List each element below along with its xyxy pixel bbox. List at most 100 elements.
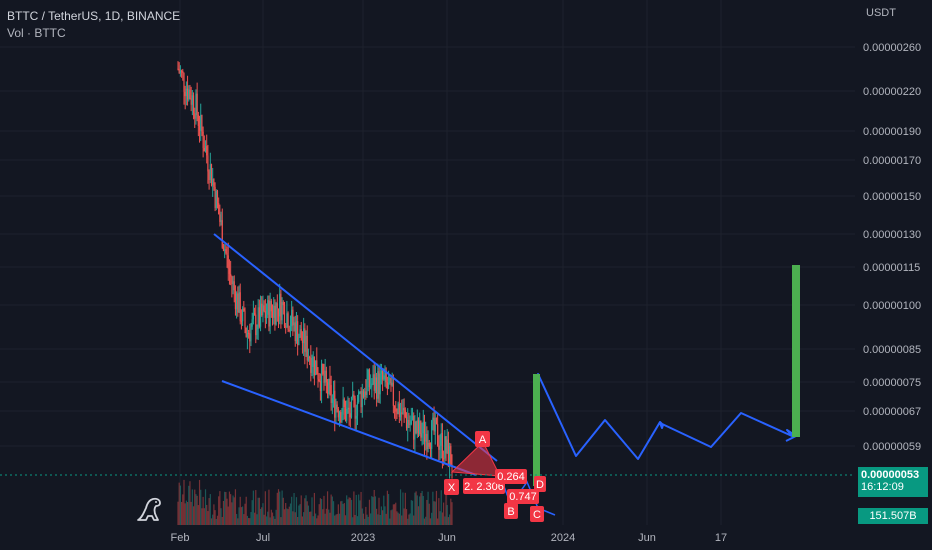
candle-body	[347, 407, 349, 410]
wedge-lower-trendline[interactable]	[221, 380, 477, 476]
volume-bar	[271, 512, 274, 525]
volume-bar	[354, 514, 356, 525]
candle-body	[276, 303, 278, 309]
label-x: X	[448, 482, 456, 494]
projection-zigzag[interactable]	[537, 373, 797, 486]
price-axis[interactable]: 0.00000260 0.00000220 0.00000190 0.00000170…	[863, 42, 921, 453]
volume-bar	[364, 518, 366, 525]
volume-bar	[318, 504, 320, 525]
volume-bar	[425, 516, 427, 525]
candle-body	[415, 421, 417, 433]
candle-body	[222, 247, 225, 251]
candle-body	[234, 290, 237, 310]
candle-body	[447, 439, 450, 466]
candle-body	[208, 171, 210, 181]
volume-bar	[413, 515, 415, 525]
candle-body	[313, 356, 316, 376]
volume-bar	[270, 509, 272, 525]
candle-body	[396, 411, 398, 415]
volume-bar	[242, 506, 244, 525]
volume-bar	[365, 506, 367, 525]
candle-body	[405, 416, 408, 429]
candle-body	[267, 300, 269, 315]
volume-bar	[280, 517, 282, 525]
volume-bar	[447, 517, 450, 525]
last-price-tag: 0.00000053 16:12:09	[858, 467, 928, 497]
volume-bar	[311, 497, 313, 525]
candle-body	[238, 292, 240, 313]
candle-body	[445, 436, 447, 454]
candle-body	[259, 303, 262, 327]
candle-body	[243, 308, 245, 311]
candle-body	[212, 178, 214, 186]
candle-body	[366, 379, 368, 395]
volume-bar	[377, 514, 379, 525]
volume-bar	[221, 516, 223, 525]
volume-legend[interactable]: Vol · BTTC	[7, 26, 66, 40]
volume-bar	[247, 518, 250, 525]
candle-body	[440, 433, 442, 446]
candle-body	[322, 363, 324, 374]
candle-body	[271, 311, 274, 318]
volume-bar	[219, 491, 221, 525]
volume-bar	[401, 515, 403, 525]
candle-body	[188, 89, 190, 100]
time-tick-label: 2024	[551, 532, 575, 544]
target-bar-2[interactable]	[792, 265, 800, 437]
label-b-box	[504, 503, 518, 519]
volume-bar	[384, 506, 386, 525]
volume-bar	[295, 497, 298, 525]
volume-bar	[273, 516, 275, 525]
candle-body	[417, 420, 420, 434]
volume-bar	[213, 504, 215, 525]
candle-body	[202, 131, 204, 148]
volume-bar	[328, 509, 330, 525]
candle-body	[263, 305, 265, 312]
candle-body	[262, 305, 264, 316]
candle-body	[398, 403, 400, 418]
target-bar-1[interactable]	[533, 374, 540, 486]
volume-bar	[397, 512, 399, 525]
symbol-title[interactable]: BTTC / TetherUS, 1D, BINANCE	[7, 9, 181, 23]
volume-bar	[250, 512, 252, 525]
volume-bar	[450, 498, 452, 525]
wedge-upper-trendline[interactable]	[213, 233, 498, 462]
candle-body	[370, 386, 372, 388]
candle-body	[201, 114, 203, 132]
volume-bar	[355, 494, 357, 525]
candle-body	[206, 146, 208, 156]
volume-bar	[410, 500, 412, 525]
harmonic-xab-triangle[interactable]	[450, 441, 501, 477]
volume-bar	[385, 513, 387, 525]
volume-bar	[383, 495, 385, 525]
time-tick-label: Jul	[256, 532, 270, 544]
candle-body	[182, 71, 184, 74]
candle-body	[372, 374, 374, 384]
candle-body	[292, 309, 294, 326]
candle-body	[403, 407, 405, 411]
candle-body	[354, 398, 356, 419]
volume-bar	[346, 495, 348, 525]
volume-bar	[359, 500, 361, 525]
volume-bar	[301, 516, 304, 525]
candle-body	[421, 433, 423, 438]
candle-body	[293, 322, 295, 326]
last-price-value: 0.00000053	[861, 469, 920, 481]
candle-body	[352, 394, 354, 397]
volume-bar	[426, 499, 428, 525]
candle-body	[383, 375, 385, 380]
candle-body	[269, 300, 271, 327]
tradingview-dino-icon[interactable]	[136, 496, 164, 527]
candle-body	[232, 281, 234, 284]
volume-bar	[215, 518, 217, 525]
candle-body	[361, 390, 363, 408]
volume-bar	[323, 495, 325, 525]
time-axis[interactable]: Feb Jul 2023 Jun 2024 Jun 17	[171, 532, 728, 544]
candle-body	[387, 383, 390, 389]
candle-body	[353, 394, 355, 399]
candle-body	[343, 399, 345, 408]
volume-bar	[330, 494, 332, 525]
volume-bar	[299, 504, 301, 525]
volume-bar	[392, 504, 394, 525]
